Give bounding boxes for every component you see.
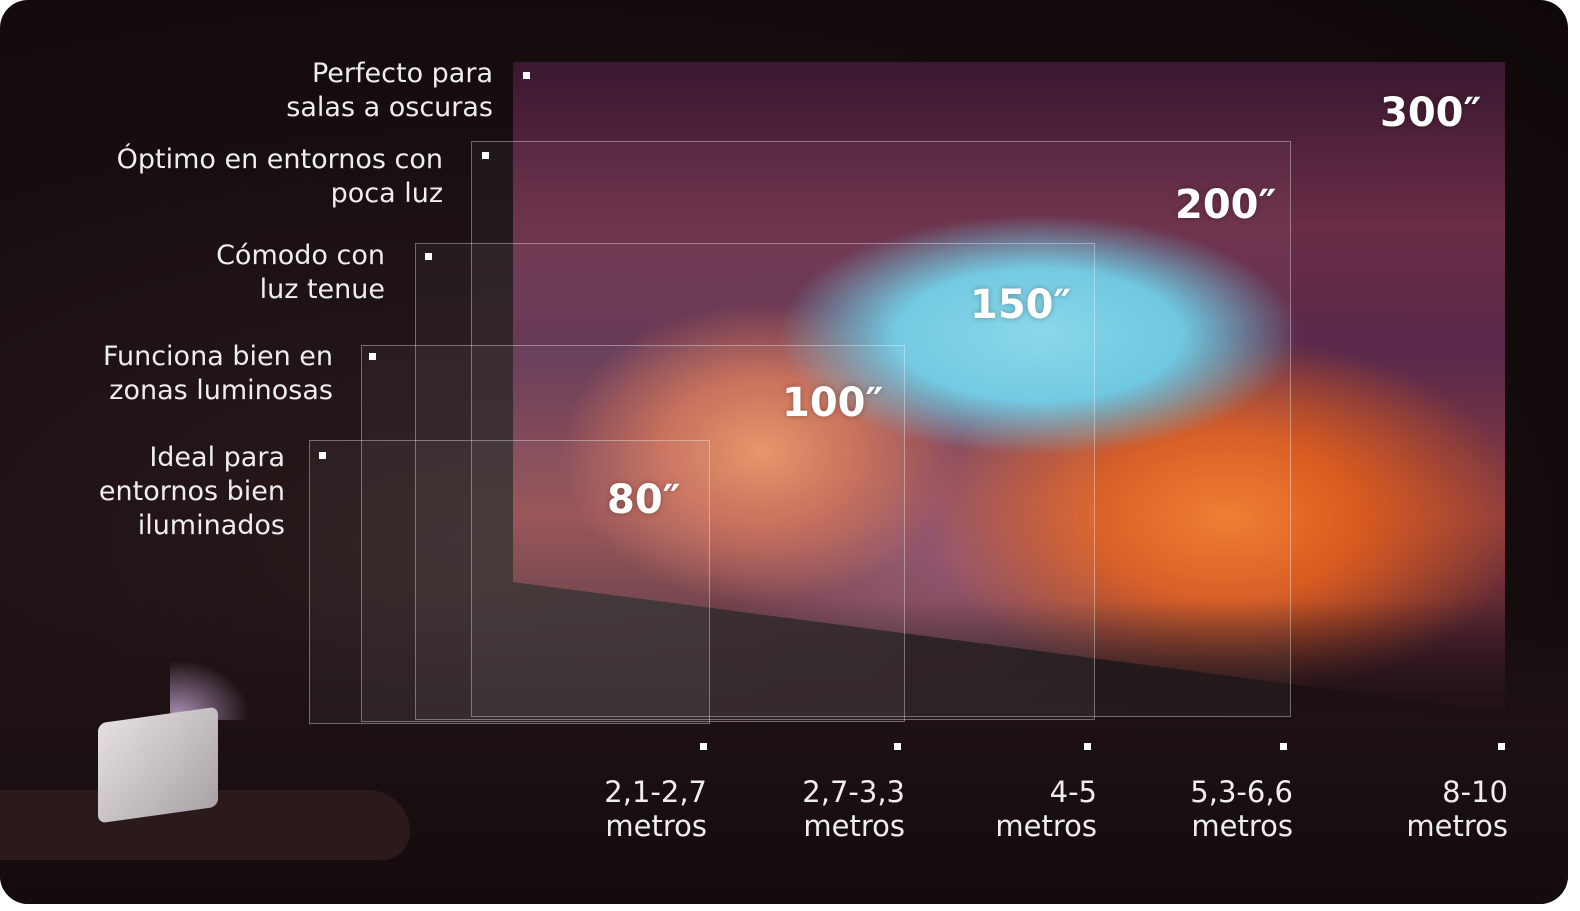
size-label-80: 80″ bbox=[607, 477, 681, 523]
screen-outline-100 bbox=[361, 345, 905, 722]
marker-dot bbox=[425, 253, 432, 260]
screen-outline-200 bbox=[471, 141, 1291, 717]
marker-dot bbox=[482, 152, 489, 159]
distance-dot bbox=[894, 743, 901, 750]
marker-dot bbox=[369, 353, 376, 360]
size-label-100: 100″ bbox=[782, 380, 884, 426]
projector-device bbox=[98, 706, 218, 824]
screen-outline-150 bbox=[415, 243, 1095, 720]
distance-label-100: 2,7-3,3 metros bbox=[802, 775, 905, 843]
lighting-label-well-lit: Ideal para entornos bien iluminados bbox=[98, 442, 285, 541]
lighting-label-dark: Perfecto para salas a oscuras bbox=[286, 58, 493, 123]
marker-dot bbox=[319, 452, 326, 459]
size-label-150: 150″ bbox=[970, 282, 1072, 328]
distance-dot bbox=[1498, 743, 1505, 750]
distance-dot bbox=[1280, 743, 1287, 750]
distance-label-200: 5,3-6,6 metros bbox=[1190, 775, 1293, 843]
distance-dot bbox=[700, 743, 707, 750]
screen-outline-80 bbox=[309, 440, 710, 724]
distance-label-150: 4-5 metros bbox=[995, 775, 1097, 843]
lighting-label-low-light: Óptimo en entornos con poca luz bbox=[116, 144, 443, 209]
distance-label-300: 8-10 metros bbox=[1406, 775, 1508, 843]
distance-dot bbox=[1084, 743, 1091, 750]
marker-dot bbox=[523, 72, 530, 79]
size-label-200: 200″ bbox=[1175, 182, 1277, 228]
lighting-label-dim: Cómodo con luz tenue bbox=[216, 240, 385, 305]
lighting-label-bright-zones: Funciona bien en zonas luminosas bbox=[102, 341, 333, 406]
distance-label-80: 2,1-2,7 metros bbox=[604, 775, 707, 843]
size-label-300: 300″ bbox=[1380, 90, 1482, 136]
